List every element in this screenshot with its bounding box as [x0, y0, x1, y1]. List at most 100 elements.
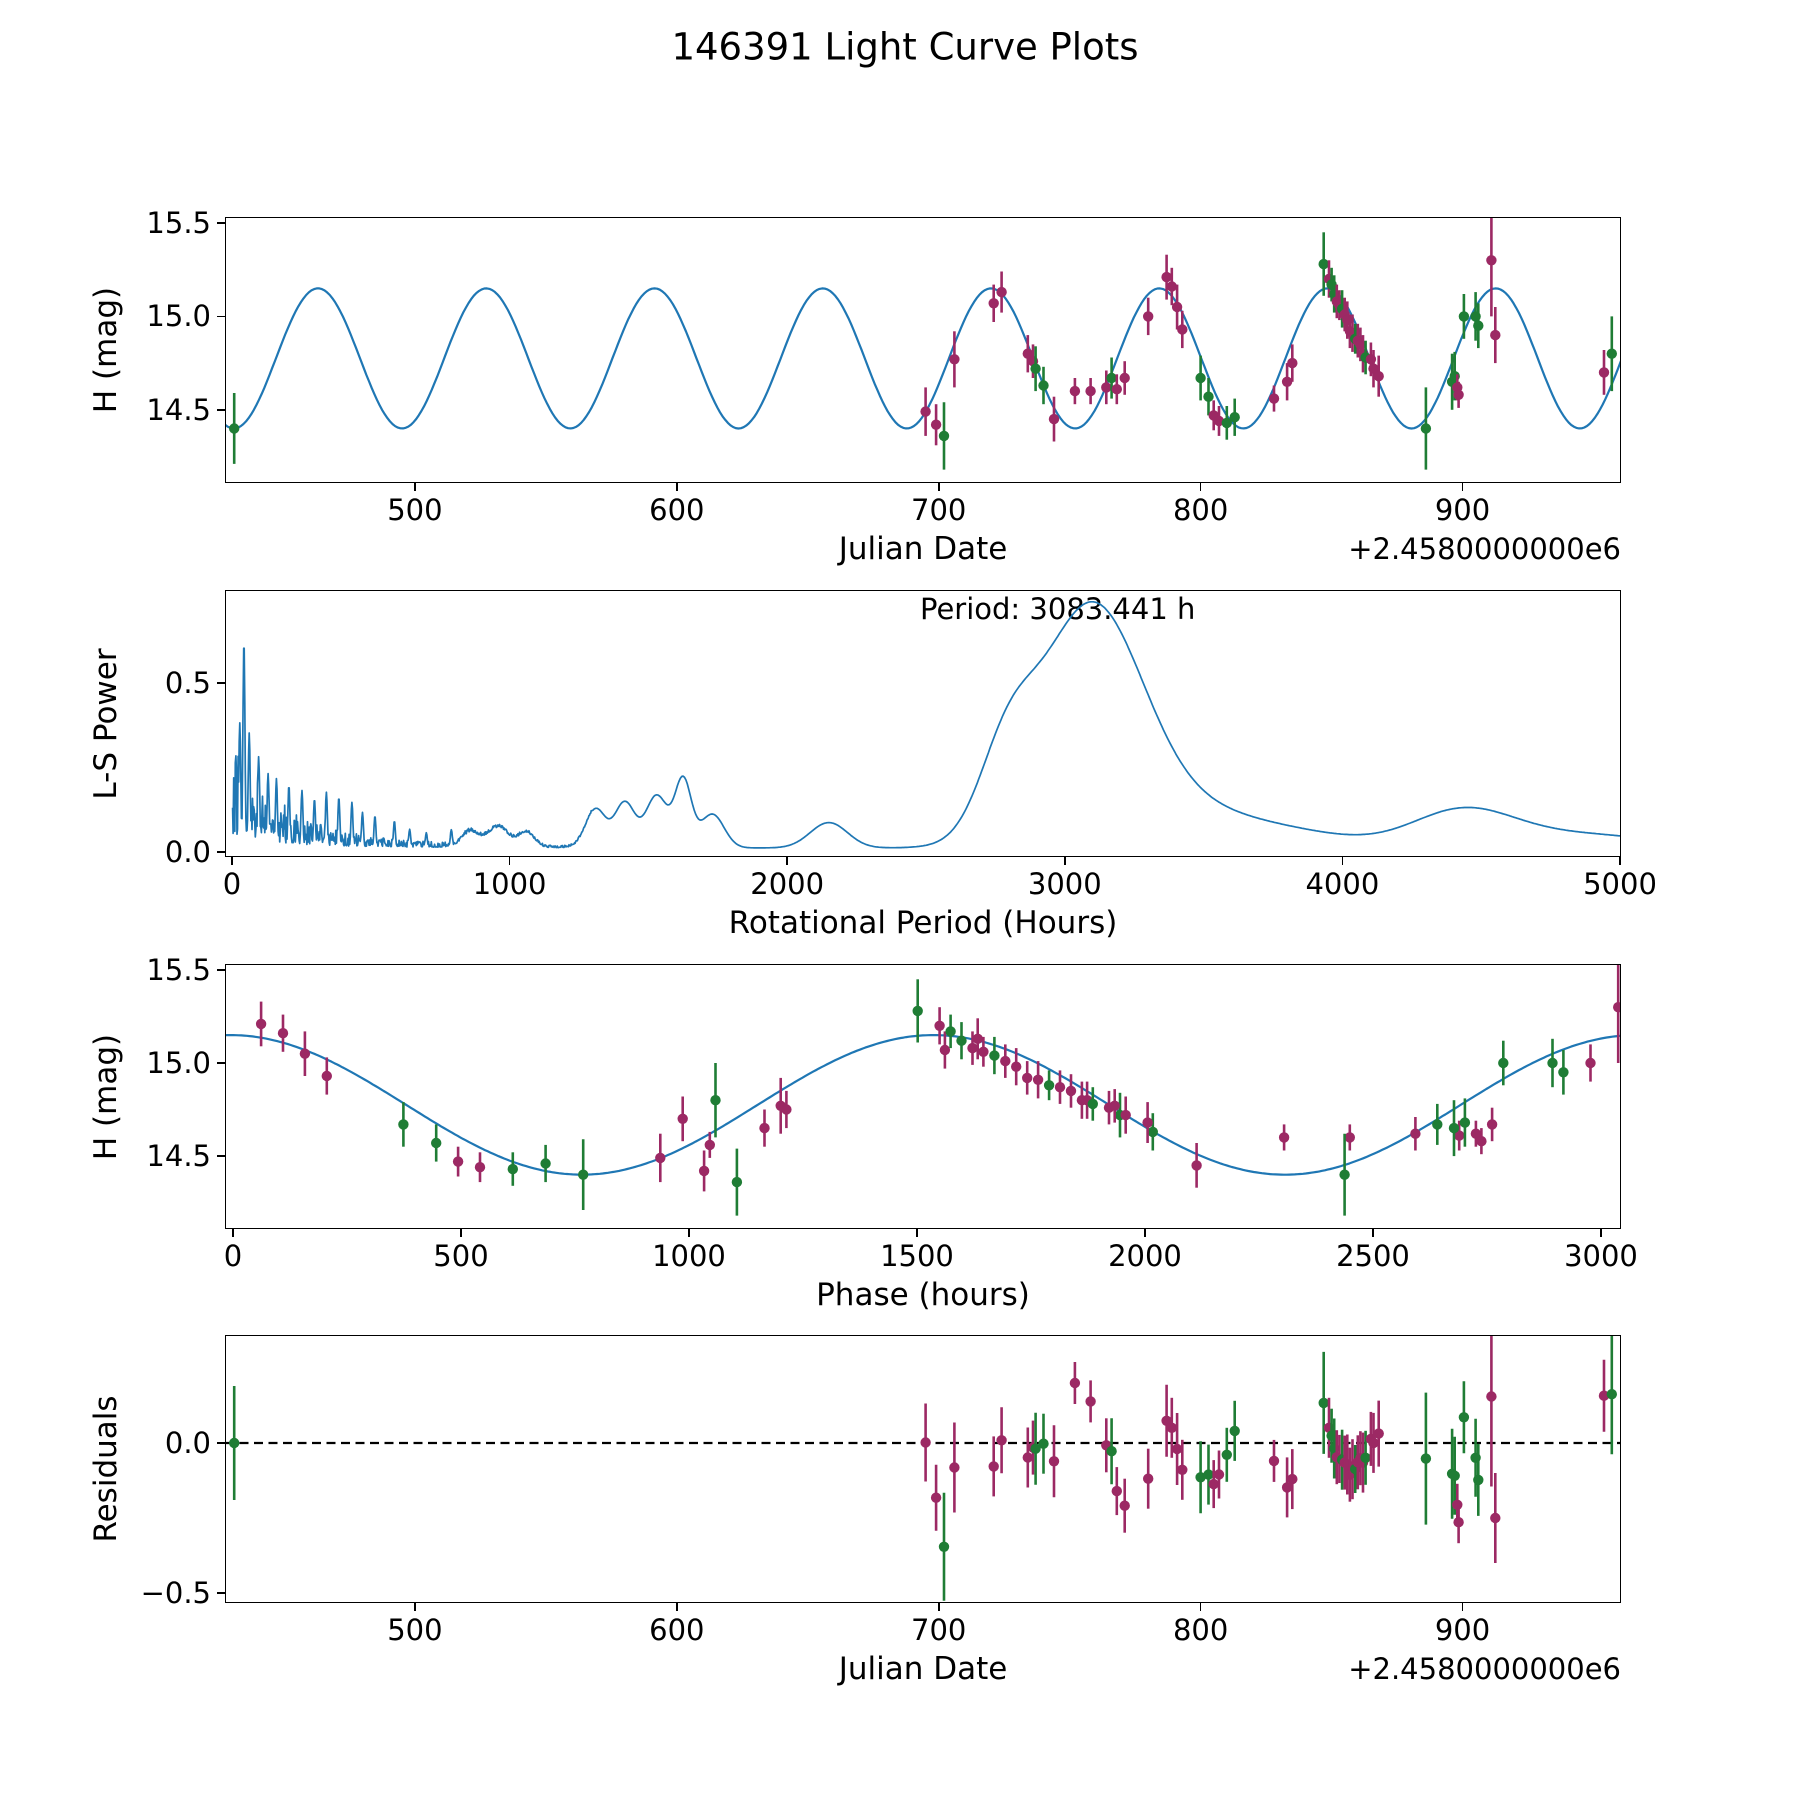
data-point	[1368, 363, 1379, 374]
data-point	[912, 1005, 923, 1017]
data-point	[1476, 1136, 1487, 1147]
xlabel-julian-date-residuals: Julian Date	[838, 1651, 1008, 1687]
x-tick-label: 0	[223, 1239, 243, 1273]
data-point	[978, 1046, 989, 1057]
data-point	[945, 1026, 956, 1037]
data-point	[1420, 423, 1432, 434]
x-tick-label: 2500	[1336, 1239, 1410, 1273]
periodogram-plot-area	[231, 600, 1621, 849]
ls-power-curve	[231, 600, 1621, 849]
x-tick-mark	[232, 1229, 234, 1237]
data-point	[1432, 1119, 1443, 1130]
ylabel-h-mag-phased: H (mag)	[88, 1033, 124, 1160]
y-tick-mark	[217, 969, 225, 971]
data-point	[1030, 363, 1041, 374]
data-point	[1048, 1456, 1060, 1467]
data-point	[1453, 1517, 1464, 1528]
data-point	[1038, 1438, 1049, 1449]
data-point	[255, 1018, 267, 1030]
x-tick-label: 900	[1434, 493, 1491, 527]
y-tick-label: 0.0	[164, 1426, 211, 1460]
xlabel-julian-date-lightcurve: Julian Date	[838, 531, 1008, 567]
y-tick-mark	[217, 222, 225, 224]
data-point	[1368, 1437, 1379, 1449]
y-tick-mark	[217, 1592, 225, 1594]
x-tick-mark	[937, 483, 940, 491]
data-point	[1143, 311, 1154, 322]
data-point	[1120, 1109, 1131, 1121]
x-tick-mark	[414, 483, 416, 491]
x-tick-mark	[1372, 1229, 1374, 1237]
data-point	[704, 1139, 715, 1151]
x-tick-label: 0	[222, 867, 242, 901]
x-tick-label: 600	[649, 493, 705, 527]
data-point	[1087, 1098, 1098, 1110]
data-point	[956, 1035, 967, 1046]
data-point	[1106, 372, 1117, 384]
x-tick-mark	[460, 1229, 462, 1237]
y-tick-mark	[217, 1062, 225, 1064]
x-tick-mark	[508, 857, 511, 865]
x-tick-label: 1500	[880, 1239, 954, 1273]
data-point	[1000, 1055, 1011, 1067]
data-point	[1048, 413, 1060, 425]
data-point	[1022, 1072, 1033, 1084]
phased-plot-area	[225, 964, 1621, 1216]
x-tick-label: 700	[911, 1613, 967, 1647]
data-point	[1171, 301, 1183, 313]
y-tick-label: 14.5	[146, 392, 211, 427]
data-point	[1166, 281, 1177, 292]
data-point	[1022, 1452, 1033, 1463]
data-point	[277, 1028, 289, 1039]
data-point	[1032, 1074, 1044, 1085]
data-point	[1449, 1470, 1460, 1481]
data-point	[1143, 1473, 1154, 1484]
data-point	[938, 430, 950, 442]
data-point	[1101, 382, 1112, 393]
data-point	[452, 1156, 464, 1167]
x-tick-mark	[676, 1603, 678, 1611]
data-point	[474, 1162, 486, 1173]
data-point	[781, 1104, 792, 1115]
data-point	[1065, 1085, 1077, 1097]
data-point	[1106, 1446, 1117, 1457]
x-tick-mark	[688, 1229, 690, 1237]
ylabel-ls-power: L-S Power	[88, 647, 124, 800]
data-point	[1473, 1474, 1484, 1486]
data-point	[1454, 1130, 1465, 1141]
data-point	[1213, 1469, 1225, 1480]
x-tick-mark	[414, 1603, 416, 1611]
x-tick-label: 800	[1172, 493, 1229, 527]
data-point	[1373, 371, 1384, 382]
data-point	[1287, 357, 1298, 369]
data-point	[934, 1020, 945, 1031]
y-tick-mark	[217, 408, 225, 411]
x-tick-mark	[1461, 1603, 1464, 1611]
ylabel-h-mag-lightcurve: H (mag)	[88, 286, 124, 414]
x-tick-mark	[1063, 857, 1066, 865]
data-point	[1076, 1095, 1088, 1106]
x-tick-label: 700	[911, 493, 967, 527]
data-point	[229, 423, 240, 434]
data-point	[1498, 1057, 1509, 1069]
data-point	[655, 1152, 666, 1164]
data-point	[1281, 376, 1293, 387]
y-tick-mark	[217, 315, 225, 318]
data-point	[1486, 1119, 1498, 1130]
x-tick-mark	[937, 1603, 940, 1611]
data-point	[1085, 1396, 1096, 1407]
data-point	[1054, 1082, 1066, 1093]
data-point	[1458, 1412, 1470, 1423]
data-point	[1011, 1061, 1022, 1072]
y-tick-mark	[217, 1155, 225, 1157]
x-tick-mark	[1461, 483, 1464, 491]
y-tick-mark	[217, 682, 225, 684]
data-point	[1111, 384, 1122, 395]
x-tick-label: 500	[387, 1613, 443, 1647]
x-tick-label: 2000	[1108, 1239, 1182, 1273]
data-point	[1613, 1002, 1621, 1013]
data-point	[1030, 1443, 1041, 1454]
y-tick-mark	[217, 851, 225, 853]
x-tick-label: 3000	[1027, 867, 1102, 901]
x-tick-label: 4000	[1305, 867, 1380, 901]
